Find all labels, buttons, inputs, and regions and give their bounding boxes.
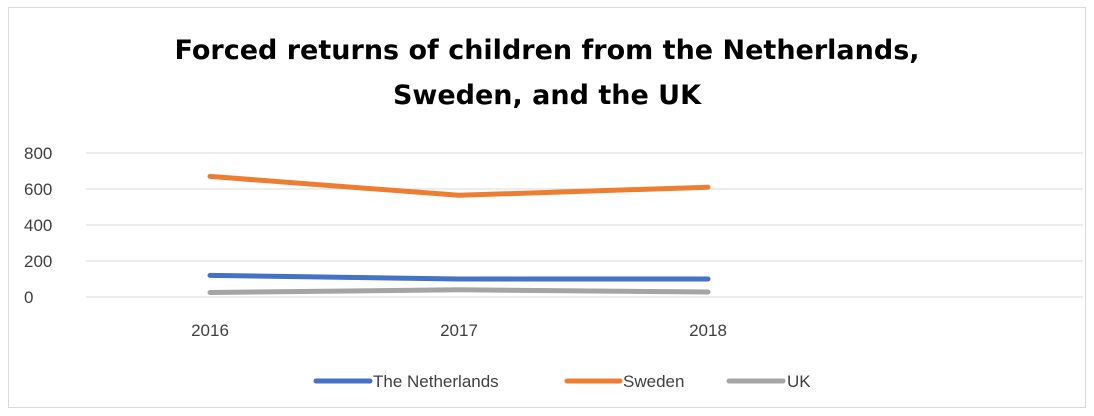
y-tick-label-0: 0 bbox=[24, 288, 33, 307]
x-tick-label-2016: 2016 bbox=[191, 321, 229, 340]
x-tick-label-2018: 2018 bbox=[689, 321, 727, 340]
chart-title-line-2: Sweden, and the UK bbox=[392, 80, 702, 111]
legend-label-uk: UK bbox=[787, 372, 811, 391]
legend-label-sweden: Sweden bbox=[623, 372, 684, 391]
chart-frame bbox=[8, 7, 1086, 408]
series-lines bbox=[207, 173, 711, 295]
y-tick-label-400: 400 bbox=[24, 216, 52, 235]
series-line-sweden bbox=[207, 173, 711, 198]
x-axis-tick-labels: 2016 2017 2018 bbox=[191, 321, 727, 340]
y-tick-label-800: 800 bbox=[24, 144, 52, 163]
chart-title: Forced returns of children from the Neth… bbox=[0, 28, 1094, 118]
legend: The Netherlands Sweden UK bbox=[313, 372, 811, 391]
y-axis-tick-labels: 0 200 400 600 800 bbox=[24, 144, 52, 307]
chart-title-line-1: Forced returns of children from the Neth… bbox=[174, 35, 920, 66]
series-line-uk bbox=[207, 287, 711, 295]
y-tick-label-200: 200 bbox=[24, 252, 52, 271]
y-tick-label-600: 600 bbox=[24, 180, 52, 199]
x-tick-label-2017: 2017 bbox=[440, 321, 478, 340]
series-line-the-netherlands bbox=[207, 272, 711, 282]
legend-label-the-netherlands: The Netherlands bbox=[373, 372, 499, 391]
